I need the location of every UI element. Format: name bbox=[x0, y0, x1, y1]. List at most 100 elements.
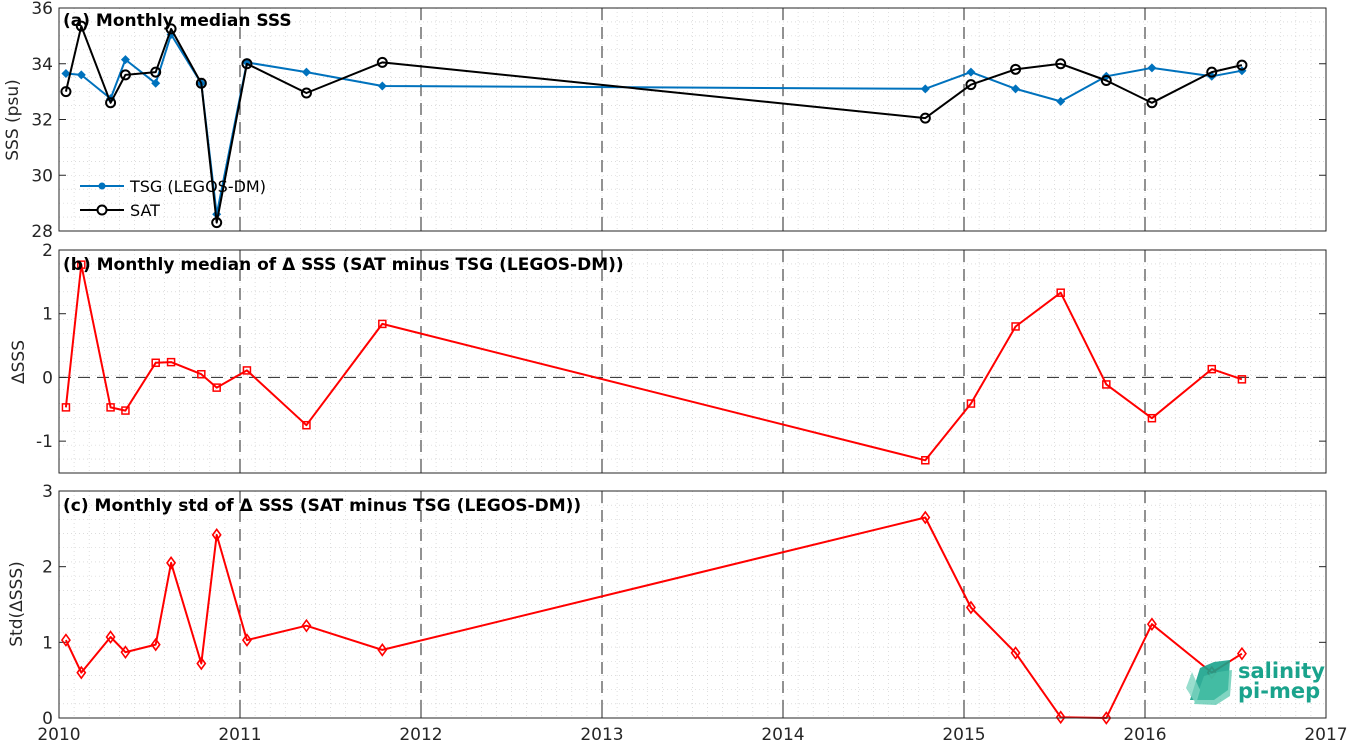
data-point bbox=[211, 217, 223, 229]
plot-frame bbox=[58, 490, 1327, 719]
y-tick-label: 28 bbox=[31, 222, 53, 242]
y-tick-label: 0 bbox=[42, 709, 53, 729]
data-point bbox=[919, 112, 931, 124]
salinity-pimep-logo: salinity pi-mep bbox=[1186, 659, 1325, 705]
data-point bbox=[920, 84, 930, 94]
legend: TSG (LEGOS-DM) SAT bbox=[80, 177, 266, 220]
y-axis-label: SSS (psu) bbox=[3, 79, 23, 160]
data-point bbox=[1011, 322, 1020, 331]
data-point bbox=[119, 69, 131, 81]
y-tick-label: 0 bbox=[42, 368, 53, 388]
data-point bbox=[105, 630, 116, 644]
axis-ticks: 28 30 32 34 36 bbox=[31, 0, 1327, 242]
data-point bbox=[1102, 380, 1111, 389]
data-point bbox=[75, 20, 87, 32]
y-tick-label: 30 bbox=[31, 166, 53, 186]
data-point bbox=[151, 78, 161, 88]
panel-c: 0 1 2 3 2010 2011 2012 2013 2014 2015 2016 2017 (c)… bbox=[7, 482, 1348, 745]
data-point bbox=[241, 58, 253, 70]
data-point bbox=[195, 77, 207, 89]
data-point bbox=[60, 633, 71, 647]
x-tick-label: 2015 bbox=[942, 725, 985, 745]
panel-a: 28 30 32 34 36 (a) Monthly median SSS SSS (p… bbox=[3, 0, 1327, 242]
data-point bbox=[920, 510, 931, 525]
data-point bbox=[150, 637, 161, 652]
x-tick-label: 2011 bbox=[218, 725, 261, 745]
data-point bbox=[301, 67, 311, 77]
data-point bbox=[61, 403, 71, 412]
data-point bbox=[197, 369, 206, 379]
data-point bbox=[211, 528, 222, 542]
data-point bbox=[1055, 710, 1066, 725]
data-point bbox=[1011, 84, 1021, 94]
data-point bbox=[1236, 646, 1247, 661]
data-point bbox=[166, 556, 177, 570]
data-point bbox=[1055, 58, 1067, 70]
data-point bbox=[120, 645, 131, 660]
axis-ticks: 0 1 2 3 2010 2011 2012 2013 2014 2015 2016 2017 bbox=[37, 482, 1347, 745]
x-tick-label: 2016 bbox=[1123, 725, 1166, 745]
y-tick-label: 32 bbox=[31, 111, 53, 131]
data-point bbox=[1147, 63, 1157, 73]
y-tick-label: 2 bbox=[42, 241, 53, 261]
y-tick-label: 34 bbox=[31, 55, 53, 75]
panel-title: (c) Monthly std of Δ SSS (SAT minus TSG … bbox=[63, 496, 581, 516]
data-marks bbox=[60, 20, 1248, 229]
series-line bbox=[64, 263, 1243, 462]
plot-frame bbox=[58, 249, 1327, 474]
data-point bbox=[106, 403, 115, 412]
data-point bbox=[965, 600, 976, 615]
panel-title: (a) Monthly median SSS bbox=[63, 11, 292, 31]
data-point bbox=[61, 69, 71, 79]
data-point bbox=[1206, 66, 1218, 78]
data-point bbox=[302, 420, 311, 430]
data-point bbox=[378, 319, 387, 329]
data-point bbox=[120, 55, 130, 65]
data-point bbox=[76, 665, 87, 680]
data-point bbox=[377, 643, 388, 657]
y-tick-label: 1 bbox=[42, 305, 53, 325]
y-tick-label: -1 bbox=[36, 432, 53, 452]
data-point bbox=[1010, 63, 1022, 75]
x-tick-label: 2014 bbox=[761, 725, 804, 745]
data-point bbox=[76, 70, 86, 80]
data-point bbox=[242, 366, 252, 375]
data-point bbox=[1146, 617, 1157, 632]
data-point bbox=[1100, 74, 1112, 86]
series-line bbox=[64, 25, 1243, 224]
legend-marker-sat bbox=[96, 204, 108, 216]
panel-title: (b) Monthly median of Δ SSS (SAT minus T… bbox=[63, 255, 624, 275]
data-point bbox=[1056, 288, 1065, 297]
data-point bbox=[77, 260, 86, 269]
y-axis-label: Std(ΔSSS) bbox=[7, 561, 27, 647]
data-marks bbox=[61, 260, 1247, 465]
x-tick-label: 2010 bbox=[37, 725, 80, 745]
data-point bbox=[212, 383, 221, 392]
data-point bbox=[965, 79, 977, 91]
plot-frame bbox=[58, 7, 1327, 232]
logo-wave-icon bbox=[1186, 660, 1232, 705]
data-point bbox=[166, 357, 176, 367]
data-point bbox=[1236, 59, 1248, 71]
data-point bbox=[1101, 711, 1112, 725]
data-point bbox=[1010, 646, 1021, 660]
data-point bbox=[1207, 364, 1217, 374]
data-point bbox=[60, 86, 72, 98]
data-point bbox=[377, 81, 387, 91]
legend-label-tsg: TSG (LEGOS-DM) bbox=[129, 177, 266, 196]
panel-b: -1 0 1 2 (b) Monthly median of Δ SSS (SAT m… bbox=[9, 241, 1327, 474]
y-tick-label: 1 bbox=[42, 633, 53, 653]
data-point bbox=[105, 97, 117, 109]
logo-text-line1: salinity bbox=[1238, 659, 1325, 683]
x-tick-label: 2013 bbox=[580, 725, 623, 745]
x-tick-label: 2012 bbox=[399, 725, 442, 745]
data-point bbox=[376, 56, 388, 68]
data-point bbox=[966, 67, 976, 77]
data-point bbox=[300, 87, 312, 99]
data-point bbox=[150, 66, 162, 78]
y-tick-label: 3 bbox=[42, 482, 53, 502]
logo-text-line2: pi-mep bbox=[1238, 679, 1320, 703]
data-point bbox=[1237, 375, 1247, 384]
legend-label-sat: SAT bbox=[130, 201, 160, 220]
